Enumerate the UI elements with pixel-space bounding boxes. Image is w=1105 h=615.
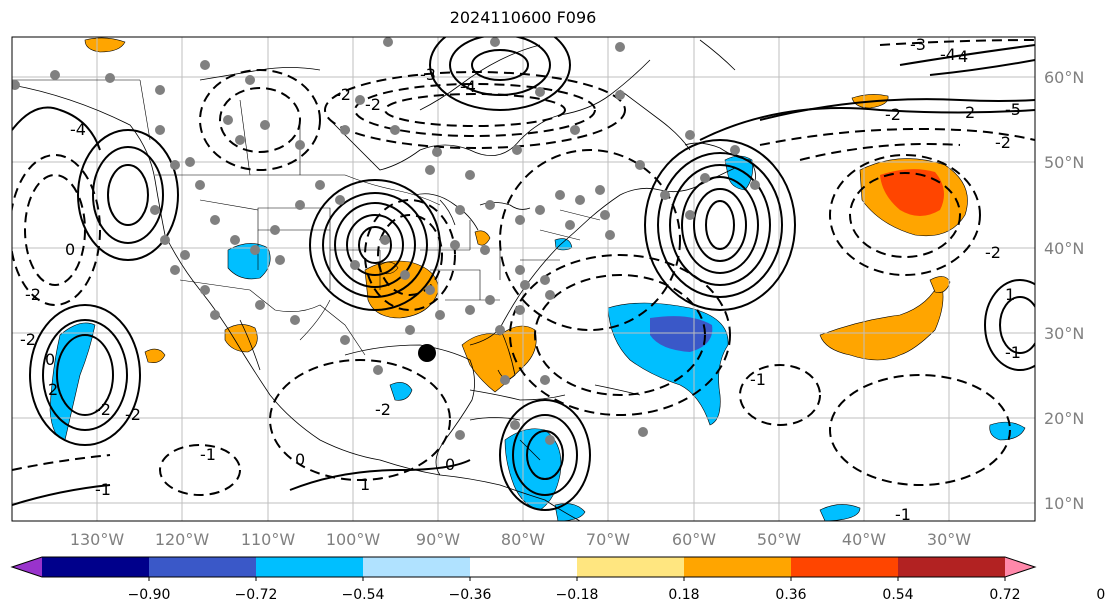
current-position-marker: [418, 344, 436, 362]
colorbar-tick-label: −0.72: [235, 587, 278, 603]
colorbar-tick-label: 0.36: [775, 587, 806, 603]
colorbar-tick-label: −0.18: [556, 587, 599, 603]
longitude-label: 80°W: [501, 530, 545, 549]
contour-label: -2: [335, 85, 351, 104]
longitude-axis: 130°W 120°W 110°W 100°W 90°W 80°W 70°W 6…: [70, 530, 971, 549]
contour-label: -4: [70, 120, 86, 139]
contour-label: -1: [200, 445, 216, 464]
longitude-label: 120°W: [155, 530, 210, 549]
contour-label: -4: [940, 45, 956, 64]
colorbar: −0.90 −0.72 −0.54 −0.36 −0.18 0.18 0.36 0.54 0.7…: [10, 556, 1105, 603]
contour-label: -3: [910, 35, 926, 54]
longitude-label: 110°W: [241, 530, 296, 549]
contour-label: -2: [985, 243, 1001, 262]
contour-label: 2: [48, 380, 58, 399]
contour-label: -2: [125, 405, 141, 424]
contour-label: -2: [995, 133, 1011, 152]
contour-label: 0: [445, 455, 455, 474]
contour-label: -2: [25, 285, 41, 304]
anomaly-contours: [12, 39, 1035, 496]
contour-label: 1: [1005, 285, 1015, 304]
colorbar-swatch: [791, 557, 899, 577]
latitude-label: 60°N: [1044, 68, 1084, 87]
longitude-label: 130°W: [70, 530, 125, 549]
colorbar-tick-label: 0.72: [989, 587, 1020, 603]
contour-label: -1: [1005, 343, 1021, 362]
colorbar-swatch: [577, 557, 685, 577]
colorbar-tick-label: −0.90: [128, 587, 171, 603]
contour-label: 1: [360, 475, 370, 494]
contour-label: -2: [95, 400, 111, 419]
map-frame: [11, 36, 1036, 522]
latitude-label: 50°N: [1044, 153, 1084, 172]
latitude-label: 20°N: [1044, 409, 1084, 428]
colorbar-swatch: [470, 557, 578, 577]
map-title: 2024110600 F096: [449, 8, 597, 27]
contour-label: -2: [20, 330, 36, 349]
contour-label: -1: [895, 505, 911, 524]
latitude-label: 40°N: [1044, 239, 1084, 258]
contour-label-group: -2 0 -2 -4 2 0 -2 -1 -3 -4 -5 -2 0 -2 -1…: [20, 35, 1021, 524]
longitude-label: 60°W: [672, 530, 716, 549]
contour-label: -1: [750, 370, 766, 389]
colorbar-swatch: [684, 557, 792, 577]
longitude-label: 70°W: [586, 530, 630, 549]
height-contours: [12, 37, 1035, 511]
map-area[interactable]: -2 0 -2 -4 2 0 -2 -1 -3 -4 -5 -2 0 -2 -1…: [10, 20, 1055, 524]
contour-label: 2: [965, 103, 975, 122]
contour-label: -4: [460, 77, 476, 96]
contour-label: -1: [95, 480, 111, 499]
colorbar-swatch: [898, 557, 1006, 577]
latitude-axis: 60°N 50°N 40°N 30°N 20°N 10°N: [1044, 68, 1084, 513]
colorbar-swatch: [363, 557, 471, 577]
colorbar-tick-label: −0.36: [449, 587, 492, 603]
graticule: [12, 37, 1035, 521]
political-borders: [12, 79, 601, 356]
colorbar-swatch: [42, 557, 150, 577]
latitude-label: 10°N: [1044, 494, 1084, 513]
contour-label: 0: [65, 240, 75, 259]
latitude-label: 30°N: [1044, 324, 1084, 343]
colorbar-swatch: [256, 557, 364, 577]
contour-label: -2: [365, 95, 381, 114]
contour-label: -2: [885, 105, 901, 124]
longitude-label: 30°W: [927, 530, 971, 549]
colorbar-tick-label: 0.90: [1096, 587, 1105, 603]
colorbar-tick-label: 0.18: [668, 587, 699, 603]
contour-label: -2: [375, 400, 391, 419]
longitude-label: 90°W: [416, 530, 460, 549]
contour-label: 0: [295, 450, 305, 469]
colorbar-extend-high: [1005, 557, 1035, 577]
colorbar-swatch: [149, 557, 257, 577]
colorbar-extend-low: [12, 557, 42, 577]
longitude-label: 40°W: [842, 530, 886, 549]
longitude-label: 50°W: [757, 530, 801, 549]
colorbar-outline: [10, 556, 1037, 578]
colorbar-tick-label: −0.54: [342, 587, 385, 603]
contour-label: 0: [45, 350, 55, 369]
contour-label: -3: [420, 65, 436, 84]
contour-label: -5: [1005, 100, 1021, 119]
colorbar-tick-label: 0.54: [882, 587, 913, 603]
station-markers: [12, 37, 760, 445]
longitude-label: 100°W: [326, 530, 381, 549]
contour-label: 4: [958, 47, 968, 66]
